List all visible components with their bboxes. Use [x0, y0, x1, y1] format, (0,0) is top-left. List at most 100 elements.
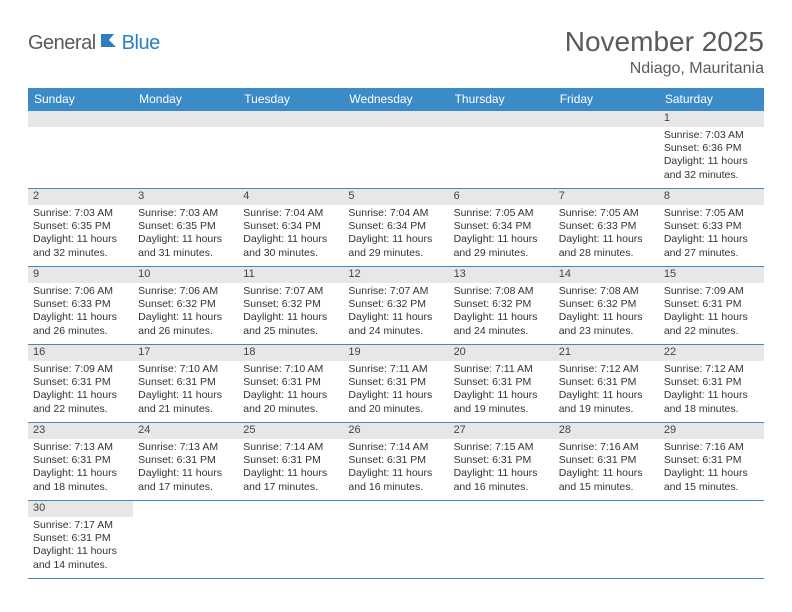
- calendar-cell: 6Sunrise: 7:05 AMSunset: 6:34 PMDaylight…: [449, 189, 554, 267]
- day-details: Sunrise: 7:07 AMSunset: 6:32 PMDaylight:…: [343, 283, 448, 338]
- day-number: 20: [449, 345, 554, 361]
- day-details: Sunrise: 7:15 AMSunset: 6:31 PMDaylight:…: [449, 439, 554, 494]
- day-number-empty: [28, 111, 133, 127]
- day-details: Sunrise: 7:12 AMSunset: 6:31 PMDaylight:…: [554, 361, 659, 416]
- day-details: Sunrise: 7:05 AMSunset: 6:33 PMDaylight:…: [659, 205, 764, 260]
- day-number-empty: [449, 111, 554, 127]
- logo: General Blue: [28, 26, 160, 55]
- day-number: 16: [28, 345, 133, 361]
- day-number: 19: [343, 345, 448, 361]
- day-details: Sunrise: 7:04 AMSunset: 6:34 PMDaylight:…: [343, 205, 448, 260]
- day-number-empty: [554, 111, 659, 127]
- calendar-cell: [659, 501, 764, 579]
- flag-icon: [100, 32, 122, 55]
- day-details: Sunrise: 7:03 AMSunset: 6:35 PMDaylight:…: [133, 205, 238, 260]
- location-subtitle: Ndiago, Mauritania: [565, 60, 764, 78]
- day-number: 7: [554, 189, 659, 205]
- day-details: Sunrise: 7:16 AMSunset: 6:31 PMDaylight:…: [659, 439, 764, 494]
- calendar-cell: 16Sunrise: 7:09 AMSunset: 6:31 PMDayligh…: [28, 345, 133, 423]
- calendar-cell: [554, 111, 659, 189]
- calendar-cell: [343, 501, 448, 579]
- day-number: 24: [133, 423, 238, 439]
- day-details: Sunrise: 7:09 AMSunset: 6:31 PMDaylight:…: [28, 361, 133, 416]
- day-header: Saturday: [659, 88, 764, 111]
- day-details: Sunrise: 7:14 AMSunset: 6:31 PMDaylight:…: [343, 439, 448, 494]
- calendar-cell: 12Sunrise: 7:07 AMSunset: 6:32 PMDayligh…: [343, 267, 448, 345]
- day-details: Sunrise: 7:07 AMSunset: 6:32 PMDaylight:…: [238, 283, 343, 338]
- calendar-cell: [343, 111, 448, 189]
- day-details: Sunrise: 7:10 AMSunset: 6:31 PMDaylight:…: [133, 361, 238, 416]
- calendar-cell: [133, 501, 238, 579]
- day-number: 2: [28, 189, 133, 205]
- calendar-cell: 29Sunrise: 7:16 AMSunset: 6:31 PMDayligh…: [659, 423, 764, 501]
- calendar-table: SundayMondayTuesdayWednesdayThursdayFrid…: [28, 88, 764, 579]
- calendar-week: 30Sunrise: 7:17 AMSunset: 6:31 PMDayligh…: [28, 501, 764, 579]
- calendar-cell: 23Sunrise: 7:13 AMSunset: 6:31 PMDayligh…: [28, 423, 133, 501]
- day-details: Sunrise: 7:13 AMSunset: 6:31 PMDaylight:…: [28, 439, 133, 494]
- day-number: 3: [133, 189, 238, 205]
- calendar-week: 9Sunrise: 7:06 AMSunset: 6:33 PMDaylight…: [28, 267, 764, 345]
- day-details: Sunrise: 7:16 AMSunset: 6:31 PMDaylight:…: [554, 439, 659, 494]
- calendar-cell: 27Sunrise: 7:15 AMSunset: 6:31 PMDayligh…: [449, 423, 554, 501]
- day-number: 25: [238, 423, 343, 439]
- day-header: Monday: [133, 88, 238, 111]
- day-header: Friday: [554, 88, 659, 111]
- calendar-header-row: SundayMondayTuesdayWednesdayThursdayFrid…: [28, 88, 764, 111]
- day-details: Sunrise: 7:10 AMSunset: 6:31 PMDaylight:…: [238, 361, 343, 416]
- calendar-cell: [554, 501, 659, 579]
- calendar-cell: [133, 111, 238, 189]
- calendar-cell: 30Sunrise: 7:17 AMSunset: 6:31 PMDayligh…: [28, 501, 133, 579]
- day-details: Sunrise: 7:12 AMSunset: 6:31 PMDaylight:…: [659, 361, 764, 416]
- logo-text-general: General: [28, 32, 96, 55]
- calendar-cell: 1Sunrise: 7:03 AMSunset: 6:36 PMDaylight…: [659, 111, 764, 189]
- day-header: Wednesday: [343, 88, 448, 111]
- day-number: 18: [238, 345, 343, 361]
- calendar-cell: 2Sunrise: 7:03 AMSunset: 6:35 PMDaylight…: [28, 189, 133, 267]
- day-details: Sunrise: 7:11 AMSunset: 6:31 PMDaylight:…: [449, 361, 554, 416]
- day-number: 1: [659, 111, 764, 127]
- day-details: Sunrise: 7:11 AMSunset: 6:31 PMDaylight:…: [343, 361, 448, 416]
- day-header: Tuesday: [238, 88, 343, 111]
- day-number: 27: [449, 423, 554, 439]
- calendar-cell: 20Sunrise: 7:11 AMSunset: 6:31 PMDayligh…: [449, 345, 554, 423]
- day-number: 5: [343, 189, 448, 205]
- day-details: Sunrise: 7:08 AMSunset: 6:32 PMDaylight:…: [449, 283, 554, 338]
- day-details: Sunrise: 7:13 AMSunset: 6:31 PMDaylight:…: [133, 439, 238, 494]
- day-number: 21: [554, 345, 659, 361]
- day-number-empty: [133, 111, 238, 127]
- day-number-empty: [238, 111, 343, 127]
- day-details: Sunrise: 7:14 AMSunset: 6:31 PMDaylight:…: [238, 439, 343, 494]
- day-number: 11: [238, 267, 343, 283]
- calendar-cell: 28Sunrise: 7:16 AMSunset: 6:31 PMDayligh…: [554, 423, 659, 501]
- calendar-cell: 18Sunrise: 7:10 AMSunset: 6:31 PMDayligh…: [238, 345, 343, 423]
- calendar-cell: [238, 111, 343, 189]
- calendar-cell: [28, 111, 133, 189]
- calendar-cell: 8Sunrise: 7:05 AMSunset: 6:33 PMDaylight…: [659, 189, 764, 267]
- calendar-cell: 3Sunrise: 7:03 AMSunset: 6:35 PMDaylight…: [133, 189, 238, 267]
- calendar-cell: 19Sunrise: 7:11 AMSunset: 6:31 PMDayligh…: [343, 345, 448, 423]
- day-details: Sunrise: 7:06 AMSunset: 6:33 PMDaylight:…: [28, 283, 133, 338]
- day-number: 30: [28, 501, 133, 517]
- header: General Blue November 2025 Ndiago, Mauri…: [28, 26, 764, 78]
- day-details: Sunrise: 7:04 AMSunset: 6:34 PMDaylight:…: [238, 205, 343, 260]
- day-details: Sunrise: 7:05 AMSunset: 6:33 PMDaylight:…: [554, 205, 659, 260]
- calendar-cell: 22Sunrise: 7:12 AMSunset: 6:31 PMDayligh…: [659, 345, 764, 423]
- day-details: Sunrise: 7:03 AMSunset: 6:36 PMDaylight:…: [659, 127, 764, 182]
- calendar-cell: 10Sunrise: 7:06 AMSunset: 6:32 PMDayligh…: [133, 267, 238, 345]
- calendar-cell: 13Sunrise: 7:08 AMSunset: 6:32 PMDayligh…: [449, 267, 554, 345]
- day-details: Sunrise: 7:05 AMSunset: 6:34 PMDaylight:…: [449, 205, 554, 260]
- calendar-week: 1Sunrise: 7:03 AMSunset: 6:36 PMDaylight…: [28, 111, 764, 189]
- day-details: Sunrise: 7:08 AMSunset: 6:32 PMDaylight:…: [554, 283, 659, 338]
- day-number: 23: [28, 423, 133, 439]
- day-header: Sunday: [28, 88, 133, 111]
- day-number: 12: [343, 267, 448, 283]
- day-number: 14: [554, 267, 659, 283]
- day-number: 22: [659, 345, 764, 361]
- day-details: Sunrise: 7:03 AMSunset: 6:35 PMDaylight:…: [28, 205, 133, 260]
- calendar-week: 2Sunrise: 7:03 AMSunset: 6:35 PMDaylight…: [28, 189, 764, 267]
- page: General Blue November 2025 Ndiago, Mauri…: [0, 0, 792, 579]
- calendar-cell: [449, 111, 554, 189]
- day-details: Sunrise: 7:09 AMSunset: 6:31 PMDaylight:…: [659, 283, 764, 338]
- page-title: November 2025: [565, 26, 764, 58]
- calendar-cell: [449, 501, 554, 579]
